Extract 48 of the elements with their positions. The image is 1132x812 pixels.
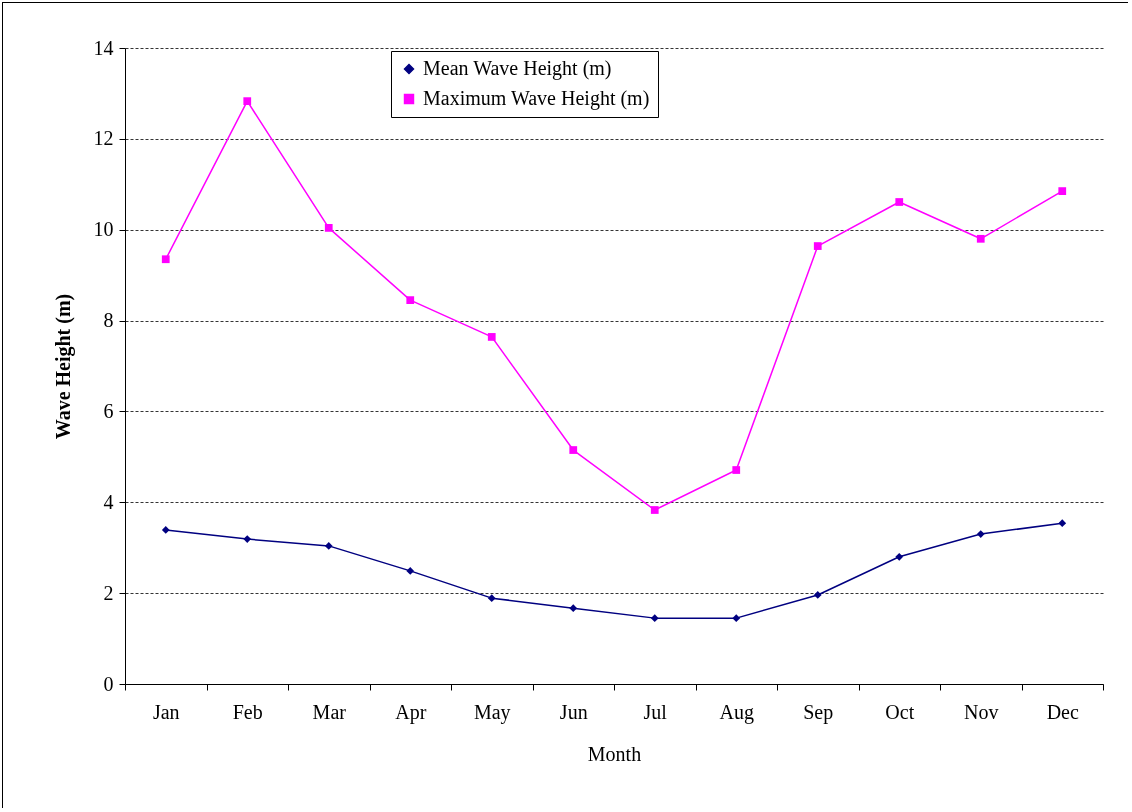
y-tick-label: 2 bbox=[103, 581, 114, 604]
y-tick-label: 6 bbox=[103, 399, 114, 422]
point bbox=[732, 614, 741, 622]
point bbox=[976, 234, 985, 243]
x-tick-label: Dec bbox=[1046, 700, 1079, 723]
point bbox=[732, 466, 741, 474]
x-tick-label: Nov bbox=[964, 700, 999, 723]
point bbox=[895, 552, 904, 561]
y-tick-label: 4 bbox=[103, 490, 114, 513]
y-tick-label: 14 bbox=[93, 36, 114, 59]
y-tick-label: 8 bbox=[103, 309, 114, 332]
point bbox=[1058, 519, 1067, 528]
legend-label: Maximum Wave Height (m) bbox=[423, 87, 650, 110]
point bbox=[406, 296, 415, 304]
x-tick-label: Mar bbox=[312, 700, 347, 723]
point bbox=[569, 446, 578, 454]
x-axis-title: Month bbox=[587, 742, 642, 765]
x-tick-label: Apr bbox=[395, 700, 427, 724]
point bbox=[406, 567, 415, 575]
x-tick-label: Jun bbox=[559, 700, 588, 723]
y-tick-label: 10 bbox=[93, 218, 114, 241]
point bbox=[569, 604, 578, 613]
point bbox=[243, 97, 252, 106]
x-tick-label: May bbox=[473, 700, 511, 724]
point bbox=[813, 591, 822, 599]
point bbox=[650, 614, 659, 622]
point bbox=[813, 242, 822, 250]
point bbox=[487, 333, 496, 341]
point bbox=[976, 530, 985, 538]
y-tick-label: 0 bbox=[103, 672, 114, 695]
point bbox=[895, 198, 904, 206]
x-tick-label: Feb bbox=[232, 700, 263, 723]
point bbox=[161, 526, 170, 534]
x-tick-label: Jan bbox=[152, 700, 180, 723]
y-axis-title: Wave Height (m) bbox=[51, 293, 75, 440]
point bbox=[243, 535, 252, 543]
point bbox=[650, 506, 659, 514]
x-tick-label: Sep bbox=[803, 700, 834, 724]
x-tick-label: Oct bbox=[885, 700, 915, 723]
y-tick-label: 12 bbox=[93, 127, 114, 150]
point bbox=[1058, 187, 1067, 195]
point bbox=[487, 594, 496, 603]
point bbox=[161, 255, 170, 264]
x-tick-label: Aug bbox=[719, 700, 754, 724]
point bbox=[324, 542, 333, 550]
point bbox=[324, 224, 333, 232]
x-tick-label: Jul bbox=[643, 700, 668, 723]
legend-label: Mean Wave Height (m) bbox=[423, 57, 612, 80]
